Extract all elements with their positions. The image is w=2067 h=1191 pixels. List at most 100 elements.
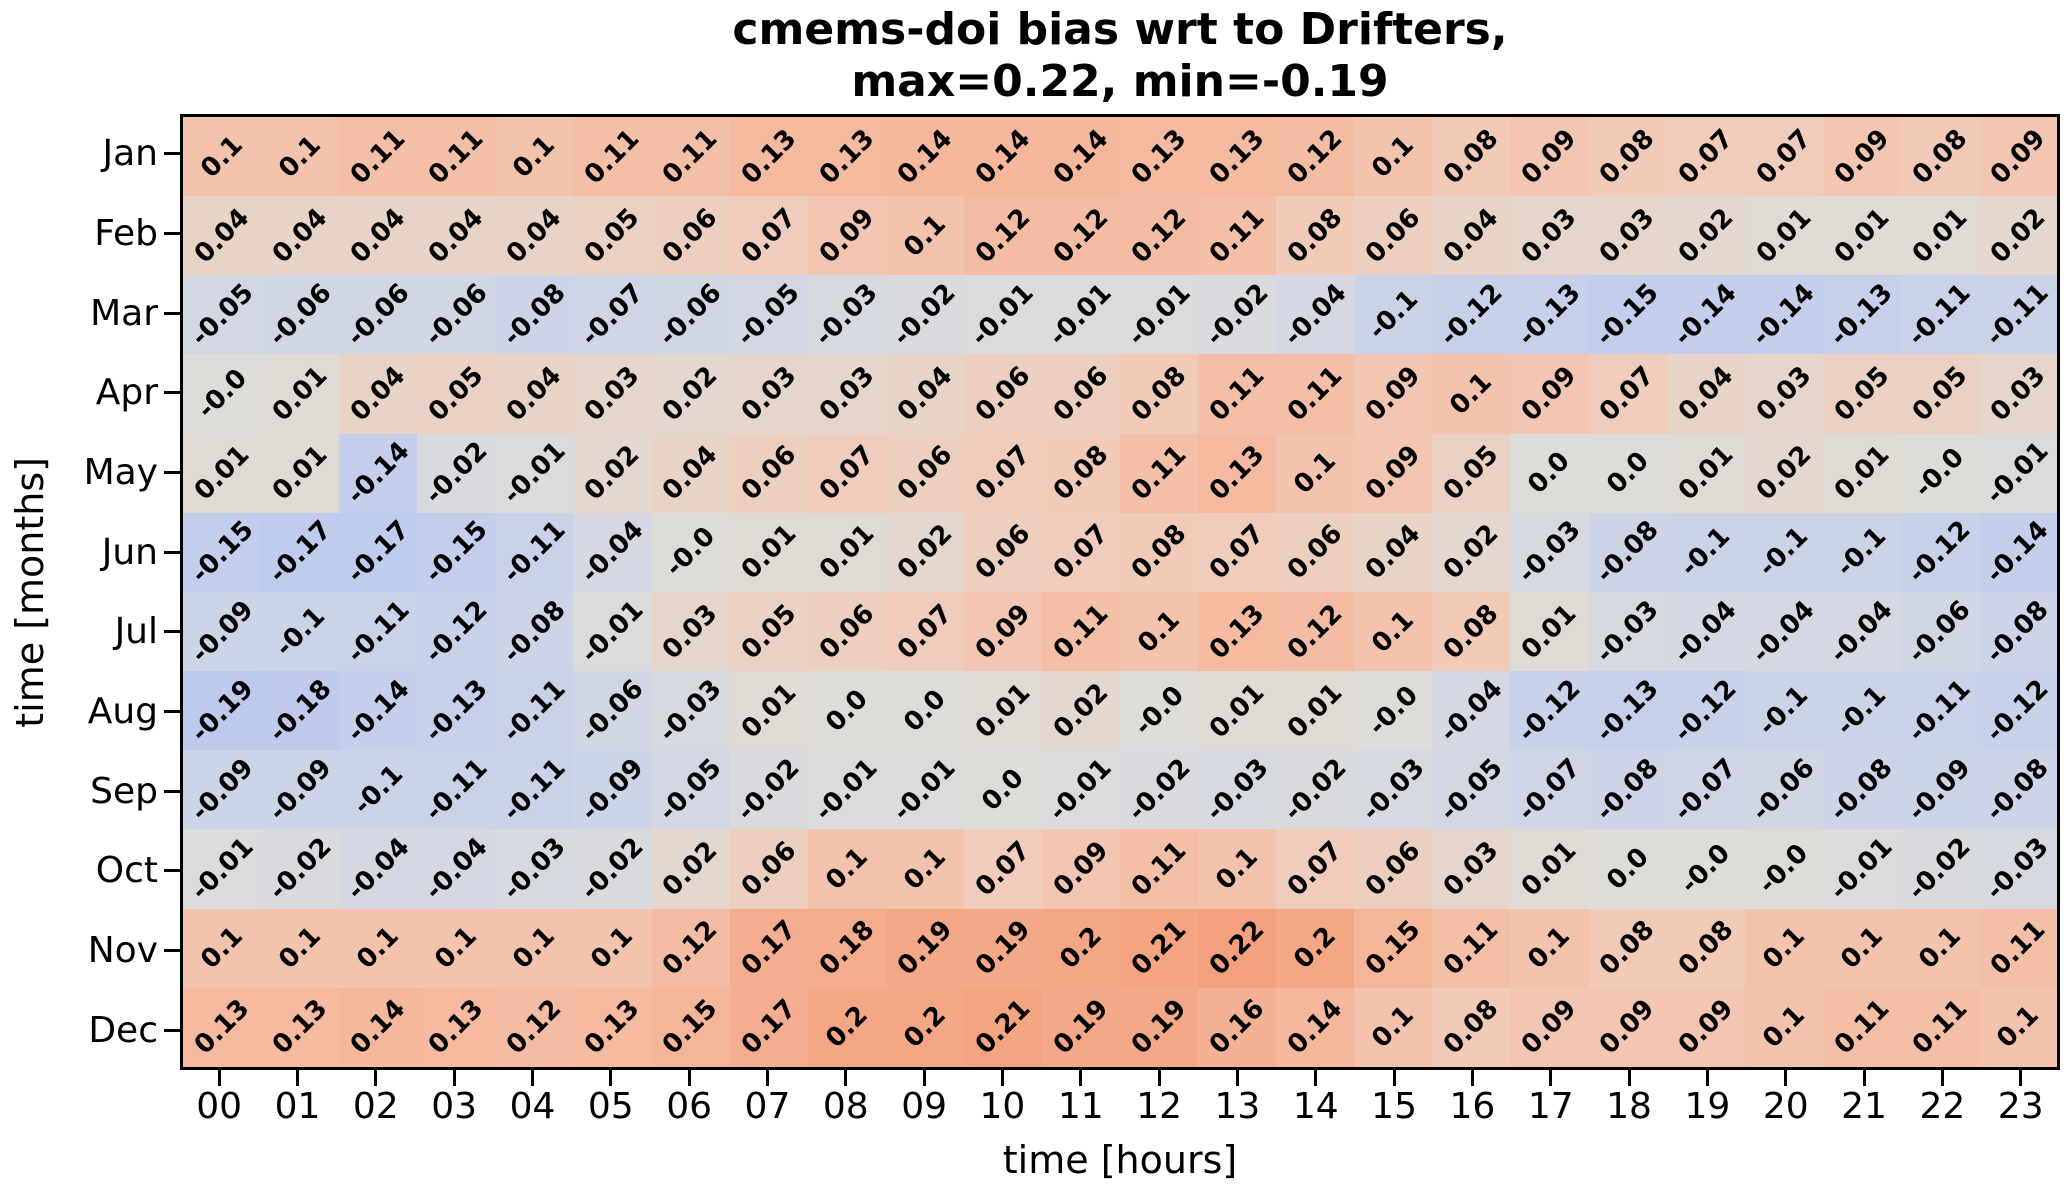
x-tick-mark — [1471, 1070, 1474, 1086]
heatmap-cell: 0.14 — [885, 117, 964, 197]
month-tick-label: May — [83, 452, 158, 494]
heatmap-cell: -0.04 — [1666, 591, 1745, 672]
heatmap-cell: -0.13 — [1588, 671, 1667, 751]
cell-value-label: -0.01 — [1121, 277, 1197, 353]
heatmap-cell: 0.04 — [651, 433, 730, 513]
cell-value-label: -0.11 — [341, 594, 416, 669]
cell-value-label: 0.1 — [819, 842, 874, 896]
heatmap-cell: -0.03 — [807, 275, 886, 355]
cell-value-label: -0.11 — [497, 673, 572, 748]
heatmap-cell: 0.07 — [1666, 117, 1745, 197]
x-axis-tick-labels: 00 01 02 03 04 05 06 07 08 09 10 11 12 13 14 15 16 17 18 19… — [180, 1086, 2060, 1127]
heatmap-cell: 0.02 — [1432, 512, 1511, 592]
cell-value-label: 0.14 — [1281, 994, 1349, 1061]
cell-value-label: -0.0 — [659, 521, 722, 584]
cell-value-label: 0.14 — [891, 123, 959, 190]
cell-value-label: 0.01 — [1672, 439, 1739, 507]
cell-value-label: 0.02 — [1438, 519, 1505, 586]
cell-value-label: 0.1 — [273, 129, 328, 184]
heatmap-cell: -0.09 — [261, 750, 340, 830]
y-tick-mark — [164, 630, 180, 634]
cell-value-label: 0.0 — [975, 763, 1030, 817]
heatmap-cell: -0.09 — [183, 591, 262, 672]
cell-value-label: 0.2 — [897, 1000, 952, 1055]
y-tick-mark — [164, 311, 180, 315]
heatmap-cell: 0.02 — [573, 433, 652, 513]
heatmap-cell: 0.12 — [1276, 117, 1355, 197]
heatmap-cell: 0.13 — [573, 987, 652, 1067]
heatmap-cell: 0.02 — [1744, 433, 1823, 513]
cell-value-label: 0.16 — [1203, 994, 1271, 1061]
heatmap-cell: 0.0 — [885, 671, 964, 751]
cell-value-label: -0.02 — [1200, 277, 1275, 353]
heatmap-cell: -0.14 — [1666, 275, 1745, 355]
cell-value-label: -0.08 — [1980, 752, 2056, 828]
cell-value-label: -0.07 — [575, 277, 650, 353]
heatmap-cell: 0.03 — [1744, 354, 1823, 434]
cell-value-label: 0.1 — [585, 921, 640, 976]
heatmap-cell: -0.03 — [1978, 829, 2057, 909]
hour-tick-label: 23 — [1997, 1086, 2044, 1127]
heatmap-cell: -0.04 — [573, 512, 652, 592]
heatmap-cell: -0.06 — [651, 275, 730, 355]
cell-value-label: 0.11 — [1203, 202, 1271, 270]
cell-value-label: -0.0 — [1128, 680, 1190, 742]
heatmap-cell: 0.09 — [1510, 117, 1589, 197]
heatmap-cell: 0.04 — [339, 196, 418, 276]
cell-value-label: 0.02 — [657, 360, 724, 428]
cell-value-label: 0.1 — [1366, 604, 1421, 659]
heatmap-cell: 0.08 — [1432, 987, 1511, 1067]
heatmap-cell: -0.04 — [1276, 275, 1355, 355]
cell-value-label: 0.09 — [1359, 360, 1427, 428]
heatmap-cell: 0.1 — [1744, 987, 1823, 1067]
heatmap-cell: 0.1 — [885, 829, 964, 909]
cell-value-label: 0.17 — [735, 914, 802, 982]
cell-value-label: 0.12 — [657, 914, 724, 982]
cell-value-label: -0.01 — [887, 752, 962, 828]
heatmap-cell: 0.19 — [963, 908, 1042, 988]
cell-value-label: 0.01 — [1906, 202, 1974, 270]
heatmap-cell: -0.04 — [1822, 591, 1901, 672]
heatmap-cell: 0.04 — [885, 354, 964, 434]
cell-value-label: 0.11 — [1906, 994, 1974, 1061]
heatmap-cell: 0.17 — [729, 987, 808, 1067]
heatmap-cell: 0.19 — [885, 908, 964, 988]
heatmap-cell: 0.12 — [1120, 196, 1199, 276]
y-tick-mark — [164, 391, 180, 395]
heatmap-cell: 0.06 — [1041, 354, 1120, 434]
heatmap-cell: -0.02 — [417, 433, 496, 513]
cell-value-label: -0.02 — [887, 277, 962, 353]
heatmap-cell: 0.13 — [807, 117, 886, 197]
heatmap-cell: -0.13 — [417, 671, 496, 751]
cell-value-label: -0.06 — [575, 673, 650, 748]
cell-value-label: 0.19 — [1047, 994, 1115, 1061]
x-tick-mark — [1706, 1070, 1709, 1086]
heatmap-cell: -0.04 — [339, 829, 418, 909]
heatmap-cell: -0.14 — [1978, 512, 2057, 592]
heatmap-cell: 0.0 — [1588, 829, 1667, 909]
heatmap-cell: -0.01 — [183, 829, 262, 909]
heatmap-cell: 0.21 — [1120, 908, 1199, 988]
heatmap-cell: -0.03 — [1588, 591, 1667, 672]
cell-value-label: -0.14 — [1980, 515, 2056, 590]
heatmap-cell: -0.11 — [1900, 671, 1979, 751]
cell-value-label: 0.05 — [1906, 360, 1974, 428]
cell-value-label: 0.1 — [195, 129, 249, 184]
cell-value-label: 0.04 — [344, 202, 412, 270]
heatmap-cell: 0.12 — [1041, 196, 1120, 276]
cell-value-label: 0.02 — [1047, 677, 1115, 745]
cell-value-label: 0.07 — [1047, 519, 1115, 586]
cell-value-label: 0.1 — [1132, 604, 1186, 659]
heatmap-cell: -0.07 — [1666, 750, 1745, 830]
heatmap-cell: -0.08 — [1978, 750, 2057, 830]
cell-value-label: -0.11 — [1980, 277, 2056, 353]
cell-value-label: 0.19 — [891, 914, 959, 982]
heatmap-cell: 0.01 — [729, 671, 808, 751]
cell-value-label: 0.01 — [266, 439, 334, 507]
heatmap-cell: -0.17 — [339, 512, 418, 592]
hour-tick-label: 04 — [509, 1086, 556, 1127]
cell-value-label: 0.21 — [969, 994, 1037, 1061]
cell-value-label: -0.01 — [809, 752, 884, 828]
x-tick-mark — [452, 1070, 456, 1086]
cell-value-label: -0.02 — [263, 831, 338, 907]
